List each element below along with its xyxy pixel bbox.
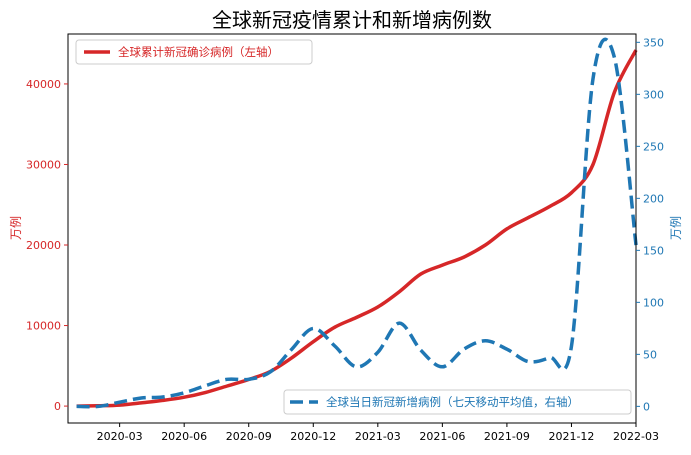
x-tick-label: 2021-09 [484, 430, 530, 443]
right-tick-label: 250 [643, 140, 664, 153]
plot-frame [67, 33, 637, 424]
legend-label-right: 全球当日新冠新增病例（七天移动平均值，右轴） [326, 395, 579, 409]
left-tick-label: 30000 [26, 158, 61, 171]
right-axis-label: 万例 [669, 216, 683, 240]
left-axis-label: 万例 [9, 216, 23, 240]
x-tick-label: 2020-09 [226, 430, 272, 443]
right-tick-label: 200 [643, 192, 664, 205]
legend-box-right [283, 389, 632, 415]
right-tick-label: 100 [643, 296, 664, 309]
right-tick-label: 50 [643, 348, 657, 361]
x-tick-label: 2021-06 [419, 430, 465, 443]
chart-marks: 2020-03 2020-06 2020-09 2020-12 2021-03 2021-… [26, 33, 664, 443]
left-tick-label: 0 [54, 400, 61, 413]
x-tick-label: 2021-03 [355, 430, 401, 443]
x-tick-label: 2020-06 [161, 430, 207, 443]
right-tick-label: 0 [643, 400, 650, 413]
series-line-1 [76, 49, 638, 408]
x-tick-label: 2021-12 [548, 430, 594, 443]
chart-title: 全球新冠疫情累计和新增病例数 [212, 8, 492, 32]
left-tick-label: 40000 [26, 78, 61, 91]
right-tick-label: 300 [643, 88, 664, 101]
x-tick-label: 2022-03 [613, 430, 659, 443]
legend-box-left [75, 39, 313, 65]
x-tick-label: 2020-03 [97, 430, 143, 443]
x-tick-label: 2020-12 [290, 430, 336, 443]
right-tick-label: 350 [643, 36, 664, 49]
right-tick-label: 150 [643, 244, 664, 257]
left-tick-label: 20000 [26, 239, 61, 252]
legend-label-left: 全球累计新冠确诊病例（左轴） [118, 45, 279, 59]
left-tick-label: 10000 [26, 320, 61, 333]
series-line-2 [76, 37, 638, 409]
